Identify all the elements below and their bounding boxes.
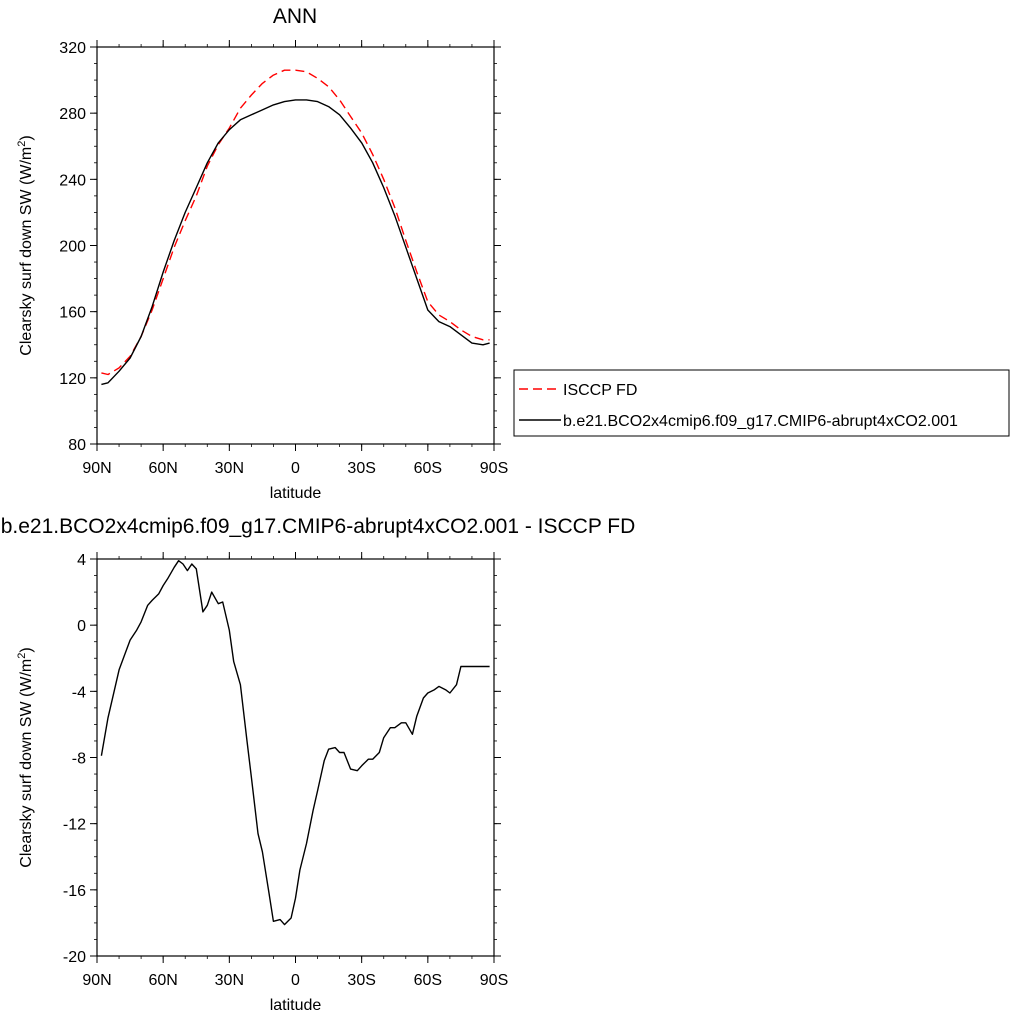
- y-tick-label: -12: [63, 817, 86, 834]
- series-line-1: [100, 560, 490, 926]
- y-tick-label: 240: [59, 172, 86, 189]
- y-tick-label: 280: [59, 106, 86, 123]
- legend: ISCCP FD b.e21.BCO2x4cmip6.f09_g17.CMIP6-…: [513, 369, 1010, 437]
- y-axis-label: Clearsky surf down SW (W/m2): [16, 135, 35, 355]
- x-tick-label: 60S: [414, 972, 442, 989]
- x-tick-label: 30S: [347, 460, 375, 477]
- x-axis-label: latitude: [270, 485, 322, 502]
- chart-panel-1: ANN 80 120 160 200 240 280 320 90N 60N 30N 0 30S 60S 9…: [16, 5, 508, 502]
- chart-panel-2: b.e21.BCO2x4cmip6.f09_g17.CMIP6-abrupt4x…: [1, 515, 636, 1014]
- chart-title: b.e21.BCO2x4cmip6.f09_g17.CMIP6-abrupt4x…: [1, 515, 636, 538]
- chart-title: ANN: [273, 5, 317, 28]
- x-tick-label: 30N: [215, 972, 244, 989]
- x-tick-label: 0: [291, 972, 300, 989]
- x-tick-label: 60S: [414, 460, 442, 477]
- y-tick-label: 4: [77, 552, 86, 569]
- series-line-2: [101, 99, 490, 386]
- y-tick-label: 0: [77, 618, 86, 635]
- plot-frame: [96, 46, 495, 445]
- x-tick-label: 90S: [480, 460, 508, 477]
- y-axis-label: Clearsky surf down SW (W/m2): [16, 647, 35, 867]
- x-tick-label: 90N: [82, 972, 111, 989]
- legend-label: b.e21.BCO2x4cmip6.f09_g17.CMIP6-abrupt4x…: [563, 413, 958, 430]
- x-axis-label: latitude: [270, 997, 322, 1014]
- y-tick-label: 120: [59, 371, 86, 388]
- y-tick-label: 80: [68, 437, 86, 454]
- y-tick-label: -16: [63, 883, 86, 900]
- x-tick-label: 60N: [148, 460, 177, 477]
- x-tick-label: 90S: [480, 972, 508, 989]
- x-tick-label: 30S: [347, 972, 375, 989]
- x-tick-label: 0: [291, 460, 300, 477]
- y-tick-label: -4: [72, 684, 86, 701]
- y-tick-label: -8: [72, 751, 86, 768]
- x-tick-label: 60N: [148, 972, 177, 989]
- y-tick-label: -20: [63, 949, 86, 966]
- series-line-1: [101, 69, 490, 376]
- legend-box: [513, 369, 1010, 437]
- y-tick-label: 320: [59, 40, 86, 57]
- y-tick-label: 200: [59, 239, 86, 256]
- x-tick-label: 30N: [215, 460, 244, 477]
- legend-label: ISCCP FD: [563, 382, 637, 399]
- x-tick-label: 90N: [82, 460, 111, 477]
- y-tick-label: 160: [59, 305, 86, 322]
